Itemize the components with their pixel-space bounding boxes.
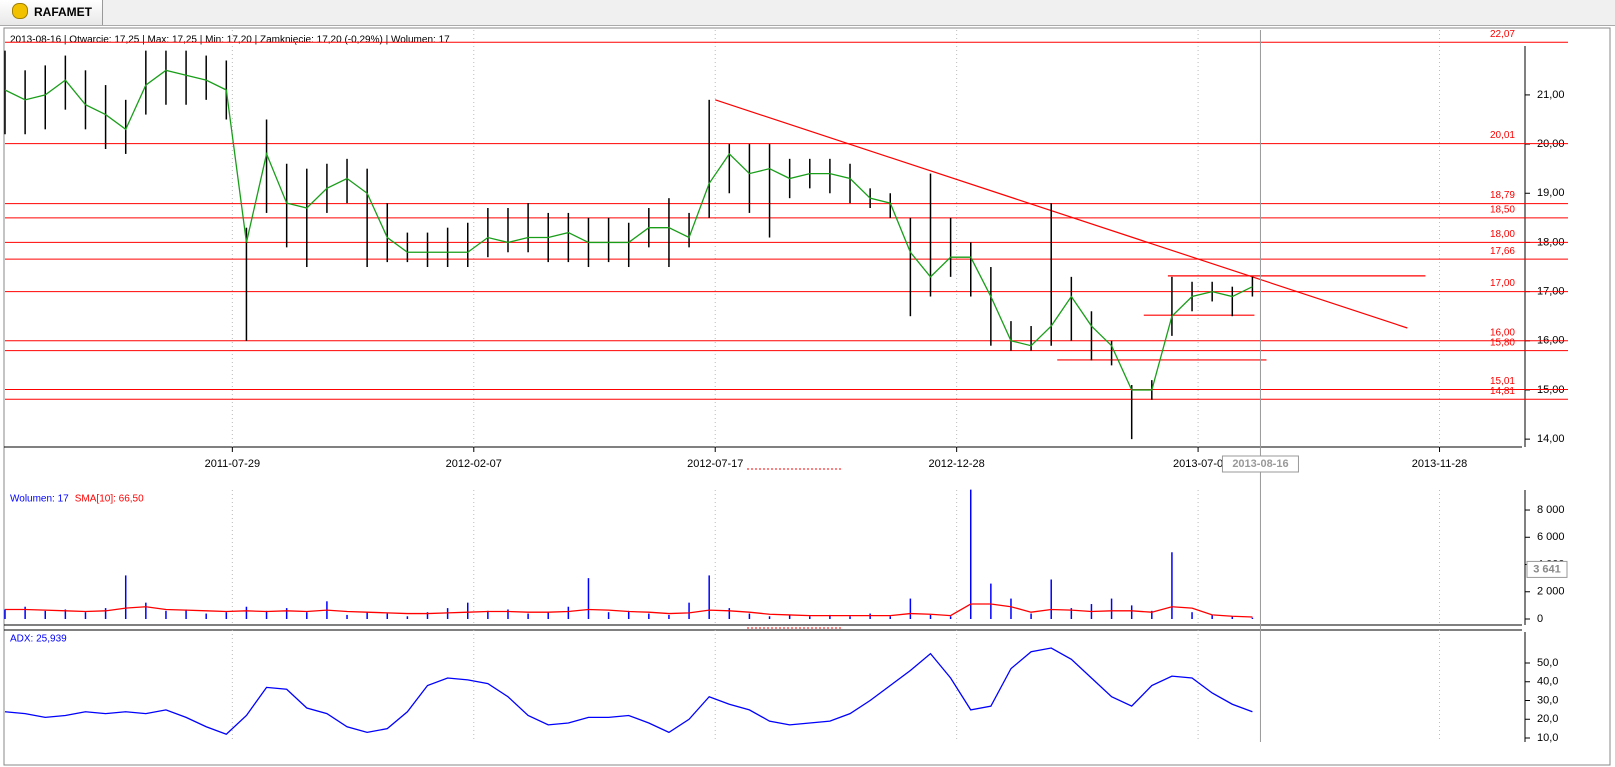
chart-frame [3, 27, 1611, 766]
cursor-date-label: 2013-08-16 [1232, 458, 1288, 470]
x-tick-label: 2013-11-28 [1412, 458, 1467, 470]
legend-entry: ADX: 25,939 [10, 634, 67, 645]
level-label: 22,07 [1490, 29, 1515, 40]
level-label: 15,01 [1490, 376, 1515, 387]
legend-entry: SMA[10]: 66,50 [75, 494, 144, 505]
tab-title: RAFAMET [34, 5, 92, 19]
level-label: 18,50 [1490, 204, 1515, 215]
level-label: 14,81 [1490, 386, 1515, 397]
x-tick-label: 2012-02-07 [446, 458, 502, 470]
level-label: 17,00 [1490, 278, 1515, 289]
y-tick-label: 2 000 [1537, 586, 1565, 598]
y-tick-label: 30,0 [1537, 694, 1558, 706]
y-tick-label: 40,0 [1537, 676, 1558, 688]
level-label: 20,01 [1490, 130, 1515, 141]
x-tick-label: 2012-12-28 [929, 458, 985, 470]
tab-icon [12, 3, 28, 19]
cursor-date-box [1221, 455, 1299, 473]
x-tick-label: 2012-07-17 [687, 458, 743, 470]
y-tick-label: 19,00 [1537, 187, 1565, 199]
cursor-value-box [1526, 560, 1568, 578]
level-label: 15,80 [1490, 337, 1515, 348]
y-tick-label: 50,0 [1537, 657, 1558, 669]
cursor-value-label: 3 641 [1533, 563, 1561, 575]
y-tick-label: 20,0 [1537, 713, 1558, 725]
y-tick-label: 14,00 [1537, 433, 1565, 445]
level-label: 18,79 [1490, 190, 1515, 201]
x-tick-label: 2011-07-29 [205, 458, 260, 470]
tab-bar: RAFAMET [0, 0, 1615, 26]
level-label: 18,00 [1490, 229, 1515, 240]
x-tick-label: 2013-07-0 [1173, 458, 1223, 470]
legend-entry: Wolumen: 17 [10, 494, 69, 505]
level-label: 17,66 [1490, 246, 1515, 257]
y-tick-label: 8 000 [1537, 504, 1565, 516]
series-line [5, 603, 1253, 618]
tab[interactable]: RAFAMET [0, 0, 103, 25]
chart: 2013-08-16 | Otwarcie: 17,25 | Max: 17,2… [3, 27, 1611, 766]
trend-line [715, 99, 1408, 329]
average-line [4, 69, 1253, 391]
y-tick-label: 10,0 [1537, 732, 1558, 744]
series-line [4, 647, 1253, 736]
y-tick-label: 21,00 [1537, 89, 1565, 101]
level-label: 16,00 [1490, 327, 1515, 338]
y-tick-label: 6 000 [1537, 531, 1565, 543]
info-header: 2013-08-16 | Otwarcie: 17,25 | Max: 17,2… [10, 35, 450, 46]
y-tick-label: 0 [1537, 613, 1543, 625]
